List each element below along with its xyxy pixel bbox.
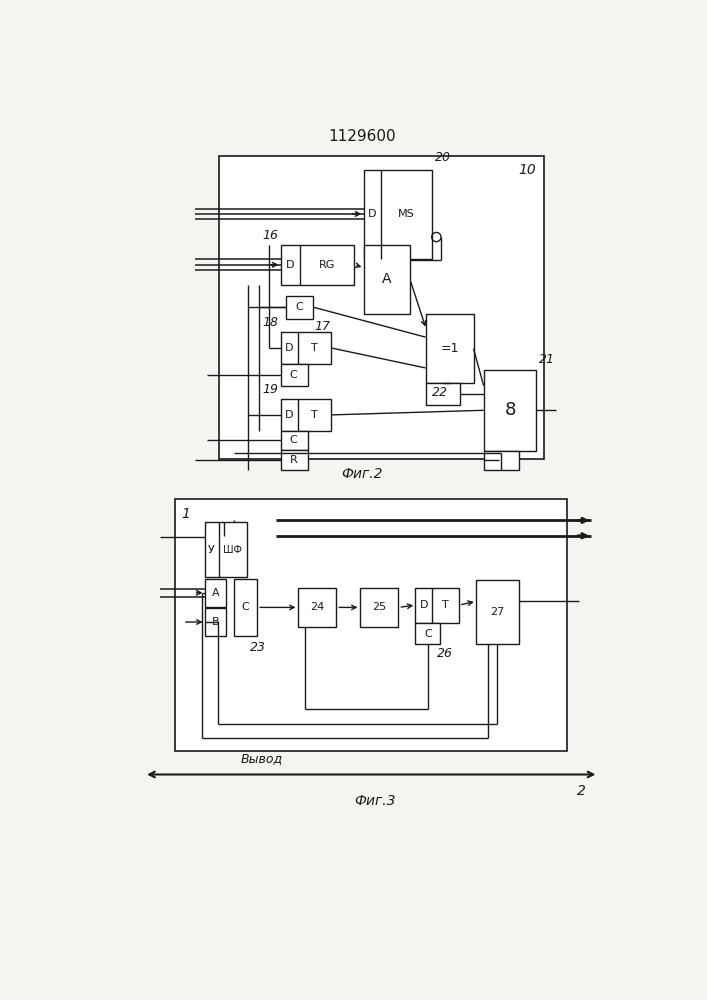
Bar bbox=[416, 623, 440, 644]
Text: 1129600: 1129600 bbox=[328, 129, 396, 144]
Bar bbox=[281, 364, 308, 386]
Text: =1: =1 bbox=[440, 342, 459, 355]
Text: 1: 1 bbox=[182, 507, 190, 521]
Text: 18: 18 bbox=[262, 316, 279, 329]
Text: 16: 16 bbox=[262, 229, 279, 242]
Bar bbox=[281, 450, 308, 470]
Bar bbox=[484, 451, 518, 470]
Text: ШФ: ШФ bbox=[223, 545, 242, 555]
Text: 23: 23 bbox=[250, 641, 266, 654]
Text: A: A bbox=[211, 588, 219, 598]
Text: C: C bbox=[424, 629, 432, 639]
Bar bbox=[484, 370, 537, 451]
Bar bbox=[218, 156, 544, 459]
Bar bbox=[476, 580, 518, 644]
Text: T: T bbox=[443, 600, 449, 610]
Text: 19: 19 bbox=[262, 383, 279, 396]
Bar bbox=[234, 579, 257, 636]
Bar bbox=[281, 431, 308, 450]
Text: C: C bbox=[290, 370, 298, 380]
Bar bbox=[281, 245, 354, 285]
Bar bbox=[298, 588, 337, 627]
Bar bbox=[426, 314, 474, 383]
Text: C: C bbox=[296, 302, 303, 312]
Text: MS: MS bbox=[398, 209, 414, 219]
Text: Фиг.3: Фиг.3 bbox=[354, 794, 396, 808]
Text: 27: 27 bbox=[490, 607, 504, 617]
Text: 10: 10 bbox=[518, 163, 536, 177]
Bar bbox=[281, 399, 331, 431]
Text: RG: RG bbox=[319, 260, 335, 270]
Text: C: C bbox=[242, 602, 250, 612]
Bar bbox=[416, 588, 459, 623]
Text: Вывод: Вывод bbox=[241, 752, 284, 765]
Bar bbox=[360, 588, 398, 627]
Text: D: D bbox=[420, 600, 428, 610]
Text: D: D bbox=[285, 410, 293, 420]
Bar bbox=[281, 332, 331, 364]
Text: У: У bbox=[209, 545, 215, 555]
Bar bbox=[363, 170, 432, 259]
Bar bbox=[363, 245, 410, 314]
Bar bbox=[204, 522, 247, 577]
Bar bbox=[204, 579, 226, 607]
Text: D: D bbox=[286, 260, 294, 270]
Bar bbox=[286, 296, 313, 319]
Text: 8: 8 bbox=[504, 401, 515, 419]
Text: B: B bbox=[211, 617, 219, 627]
Text: A: A bbox=[382, 272, 392, 286]
Text: 21: 21 bbox=[539, 353, 555, 366]
Text: D: D bbox=[368, 209, 376, 219]
Text: 17: 17 bbox=[315, 320, 331, 333]
Text: C: C bbox=[290, 435, 298, 445]
Bar bbox=[175, 499, 567, 751]
Text: 24: 24 bbox=[310, 602, 324, 612]
Text: 2: 2 bbox=[577, 784, 585, 798]
Text: 22: 22 bbox=[432, 386, 448, 399]
Text: D: D bbox=[285, 343, 293, 353]
Text: T: T bbox=[310, 410, 317, 420]
Text: 25: 25 bbox=[372, 602, 386, 612]
Text: R: R bbox=[290, 455, 298, 465]
Text: T: T bbox=[310, 343, 317, 353]
Bar bbox=[204, 608, 226, 636]
Text: 26: 26 bbox=[437, 647, 453, 660]
Bar bbox=[426, 383, 460, 405]
Text: Фиг.2: Фиг.2 bbox=[341, 467, 382, 481]
Text: 20: 20 bbox=[435, 151, 451, 164]
